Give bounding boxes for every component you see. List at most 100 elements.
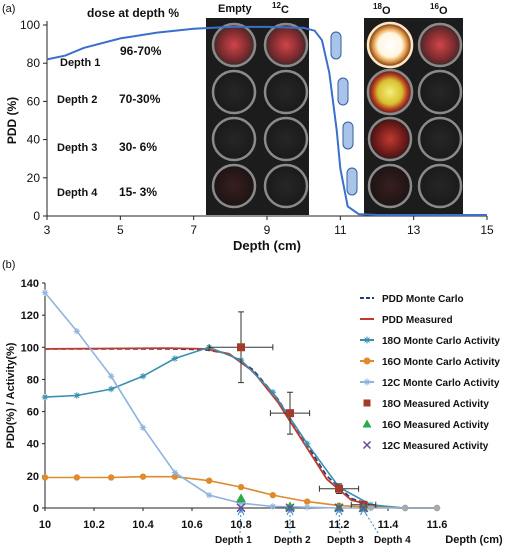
- x-tick-label: 10.8: [230, 519, 251, 531]
- x-axis-label: Depth (cm): [233, 238, 301, 253]
- data-point-marker: [73, 328, 81, 335]
- sample-well: [263, 116, 309, 162]
- sample-well: [211, 22, 257, 68]
- data-point-marker: [171, 469, 179, 476]
- x-tick-label: 10.2: [83, 519, 104, 531]
- capsule-marker: [337, 77, 349, 106]
- data-point-marker: [335, 484, 343, 493]
- depth-marker-arrowhead: [286, 507, 294, 516]
- x-tick-label: 7: [190, 223, 197, 237]
- data-point-marker: [139, 373, 147, 380]
- y-tick-label: 60: [27, 94, 41, 108]
- x-tick-label: 10.6: [181, 519, 202, 531]
- sample-well: [263, 22, 309, 68]
- data-point-marker: [73, 474, 81, 481]
- data-point-marker: [363, 336, 371, 344]
- data-point-marker: [363, 378, 371, 386]
- y-tick-label: 0: [33, 209, 40, 223]
- sample-well: [417, 163, 463, 209]
- data-point-marker: [41, 474, 49, 481]
- column-label-empty: Empty: [218, 3, 253, 15]
- sample-well: [366, 68, 414, 116]
- data-point-marker: [269, 491, 277, 499]
- depth-marker-label: Depth 3: [327, 535, 364, 546]
- y-tick-label: 80: [27, 374, 39, 386]
- y-axis-label: PDD(%) / Activity(%): [5, 342, 17, 448]
- data-point-marker: [433, 504, 441, 512]
- y-tick-label: 140: [21, 278, 39, 290]
- panel-b-label: (b): [2, 259, 15, 271]
- data-point-marker: [334, 503, 344, 513]
- capsule-marker: [342, 121, 354, 150]
- x-tick-label: 11.2: [329, 519, 350, 531]
- depth-marker-arrow: [363, 509, 379, 534]
- data-point-marker: [363, 399, 371, 407]
- sample-well: [367, 163, 413, 209]
- data-point-marker: [41, 289, 49, 296]
- data-point-marker: [41, 393, 49, 401]
- sample-well: [367, 116, 413, 162]
- sample-well: [417, 69, 463, 115]
- data-point-marker: [107, 385, 115, 393]
- data-point-marker: [303, 498, 311, 505]
- x-tick-label: 11: [334, 223, 347, 237]
- depth-row-label: Depth 4: [57, 187, 98, 199]
- x-tick-label: 10: [39, 519, 51, 531]
- pdd-curve-line: [46, 25, 487, 216]
- y-tick-label: 40: [27, 439, 39, 451]
- legend-label: 12C Monte Carlo Activity: [382, 378, 500, 389]
- data-point-marker: [285, 503, 295, 513]
- data-point-marker: [367, 504, 375, 512]
- legend-label: PDD Monte Carlo: [382, 294, 464, 305]
- data-point-marker: [139, 424, 147, 431]
- data-point-marker: [236, 493, 246, 503]
- svg-text:O: O: [439, 5, 448, 17]
- data-point-marker: [236, 503, 246, 513]
- data-point-marker: [237, 483, 245, 491]
- y-tick-label: 20: [27, 171, 41, 185]
- x-axis-label: Depth (cm): [445, 534, 503, 546]
- y-tick-label: 100: [20, 18, 40, 32]
- sample-well: [211, 69, 257, 115]
- sample-well: [417, 22, 463, 68]
- data-point-marker: [334, 502, 344, 512]
- x-tick-label: 10.4: [132, 519, 154, 531]
- data-point-marker: [363, 357, 371, 365]
- sample-well: [417, 116, 463, 162]
- sample-well: [263, 163, 309, 209]
- data-point-marker: [286, 409, 294, 418]
- y-tick-label: 120: [21, 310, 39, 322]
- x-tick-label: 11.4: [378, 519, 400, 531]
- data-point-marker: [362, 419, 372, 428]
- series-18o-measured-activity: [208, 311, 377, 509]
- capsule-marker: [346, 167, 358, 196]
- depth-marker-arrowhead: [335, 507, 343, 516]
- legend-label: 12C Measured Activity: [382, 441, 489, 452]
- legend-label: 16O Monte Carlo Activity: [382, 357, 500, 368]
- legend-label: 16O Measured Activity: [382, 420, 489, 431]
- data-point-marker: [139, 473, 147, 480]
- svg-text:18: 18: [373, 2, 382, 11]
- panel-a-label: (a): [2, 3, 15, 15]
- x-tick-label: 15: [480, 223, 494, 237]
- sample-well: [366, 21, 414, 69]
- data-point-marker: [269, 503, 277, 510]
- data-point-marker: [285, 501, 295, 511]
- svg-text:12: 12: [272, 1, 281, 10]
- sample-well: [263, 69, 309, 115]
- column-label-18o: 18 O: [373, 2, 391, 17]
- data-point-marker: [205, 477, 213, 484]
- depth-row-range: 15- 3%: [119, 185, 157, 199]
- y-tick-label: 20: [27, 471, 39, 483]
- column-label-16o: 16 O: [430, 2, 448, 17]
- data-point-marker: [237, 499, 245, 507]
- y-tick-label: 0: [33, 503, 39, 515]
- depth-marker-label: Depth 2: [274, 535, 311, 546]
- svg-text:C: C: [281, 4, 289, 16]
- x-tick-label: 9: [264, 223, 271, 237]
- depth-marker-label: Depth 4: [374, 535, 411, 546]
- depth-row-label: Depth 2: [57, 94, 97, 106]
- data-point-marker: [107, 373, 115, 380]
- data-point-marker: [171, 355, 179, 362]
